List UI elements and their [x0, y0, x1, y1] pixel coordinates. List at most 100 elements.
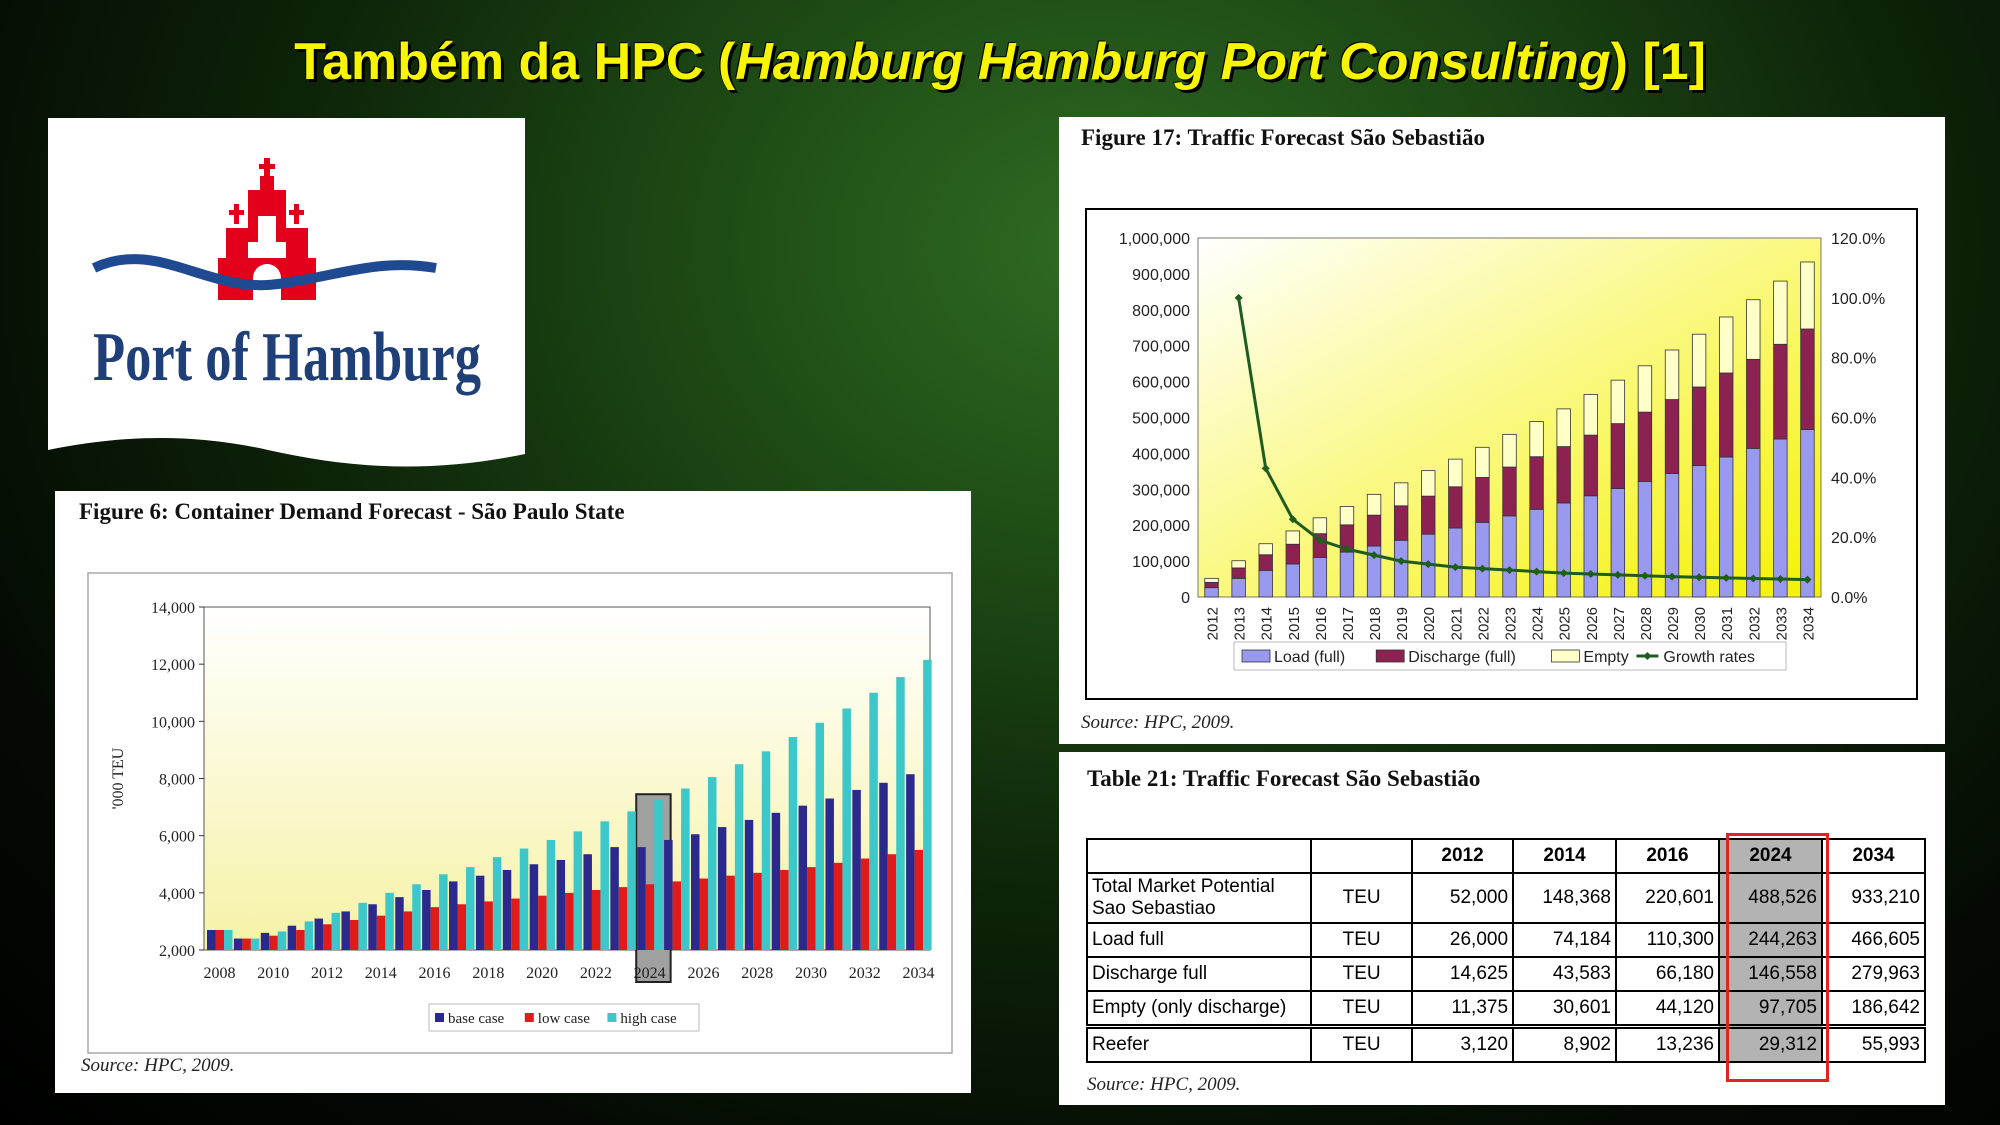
- legend-label: Load (full): [1274, 649, 1345, 666]
- y-tick-label: 700,000: [1132, 339, 1190, 356]
- bar-load-full-: [1583, 495, 1598, 598]
- bar-base-case: [691, 834, 700, 950]
- bar-high-case: [573, 831, 583, 950]
- bar-discharge-full-: [1773, 343, 1788, 440]
- legend-label: base case: [448, 1011, 505, 1027]
- bar-load-full-: [1502, 515, 1517, 598]
- bar-high-case: [385, 892, 394, 950]
- bar-base-case: [825, 798, 834, 950]
- bar-high-case: [681, 788, 690, 950]
- growth-rate-marker: [1803, 575, 1812, 584]
- unit-cell: TEU: [1310, 1025, 1414, 1063]
- bar-empty: [1339, 506, 1355, 526]
- bar-load-full-: [1285, 563, 1300, 598]
- logo-text: Port of Hamburg: [93, 319, 481, 396]
- y-tick-label: 10,000: [151, 714, 195, 731]
- bar-load-full-: [1556, 502, 1571, 598]
- bar-empty: [1475, 446, 1490, 478]
- bar-high-case: [277, 931, 287, 950]
- bar-low-case: [618, 887, 628, 950]
- figure17-chart: 0 100,000 200,000 300,000 400,000 500,000 600,…: [1085, 208, 1918, 700]
- x-tick-label: 2019: [1394, 607, 1411, 640]
- y2-tick-label: 120.0%: [1831, 231, 1885, 248]
- bar-base-case: [207, 929, 216, 950]
- bar-base-case: [744, 819, 754, 950]
- y-tick-label: 400,000: [1132, 446, 1190, 463]
- figure17-panel: Figure 17: Traffic Forecast São Sebastiã…: [1059, 117, 1945, 744]
- bar-load-full-: [1231, 577, 1246, 598]
- x-tick-label: 2029: [1665, 607, 1682, 640]
- bar-empty: [1258, 543, 1273, 556]
- x-tick-label: 2014: [1259, 607, 1276, 640]
- y2-tick-label: 0.0%: [1831, 590, 1867, 607]
- growth-rate-marker: [1315, 536, 1324, 545]
- figure6-caption: Figure 6: Container Demand Forecast - Sã…: [79, 499, 625, 524]
- bar-low-case: [457, 904, 466, 950]
- bar-base-case: [422, 889, 431, 950]
- bar-empty: [1637, 365, 1653, 413]
- value-cell: 44,120: [1615, 990, 1720, 1028]
- bar-base-case: [556, 859, 566, 950]
- bar-discharge-full-: [1502, 466, 1517, 517]
- legend-swatch: [1241, 649, 1271, 663]
- bar-low-case: [430, 907, 440, 950]
- bar-base-case: [637, 847, 646, 950]
- legend-swatch: [1375, 649, 1405, 663]
- x-tick-label: 2016: [419, 965, 451, 982]
- y-tick-label: 12,000: [151, 657, 195, 674]
- x-tick-label: 2017: [1340, 607, 1357, 640]
- bar-high-case: [869, 692, 878, 950]
- table-header-cell: [1310, 838, 1414, 874]
- value-cell: 26,000: [1411, 922, 1515, 958]
- legend-label: low case: [538, 1011, 590, 1027]
- growth-rate-marker: [1586, 569, 1595, 578]
- bar-high-case: [250, 938, 260, 950]
- bar-low-case: [807, 867, 816, 950]
- y2-tick-label: 100.0%: [1831, 291, 1885, 308]
- growth-rate-marker: [1397, 557, 1406, 566]
- bar-discharge-full-: [1664, 399, 1680, 474]
- growth-rate-marker: [1613, 570, 1622, 579]
- table-header-cell: [1085, 838, 1313, 874]
- x-tick-label: 2010: [257, 965, 289, 982]
- bar-empty: [1366, 493, 1382, 516]
- bar-discharge-full-: [1285, 543, 1300, 565]
- bar-low-case: [376, 915, 386, 950]
- bar-low-case: [753, 872, 762, 950]
- bar-base-case: [260, 932, 270, 950]
- bar-discharge-full-: [1556, 446, 1571, 504]
- bar-discharge-full-: [1691, 386, 1707, 467]
- row-label: Load full: [1085, 922, 1313, 958]
- y2-tick-label: 80.0%: [1831, 351, 1876, 368]
- logo-graphic: Port of Hamburg: [48, 118, 525, 467]
- bar-empty: [1231, 560, 1246, 569]
- bar-empty: [1502, 433, 1517, 468]
- growth-rate-marker: [1261, 464, 1270, 473]
- value-cell: 148,368: [1512, 872, 1617, 924]
- figure17-caption: Figure 17: Traffic Forecast São Sebastiã…: [1081, 125, 1485, 150]
- bar-low-case: [242, 938, 251, 950]
- growth-rate-marker: [1288, 515, 1297, 524]
- bar-high-case: [761, 751, 771, 950]
- bar-base-case: [395, 897, 404, 950]
- bar-discharge-full-: [1637, 411, 1653, 482]
- bar-low-case: [914, 849, 924, 950]
- bar-empty: [1448, 458, 1463, 488]
- value-cell: 52,000: [1411, 872, 1515, 924]
- y-tick-label: 8,000: [159, 772, 195, 789]
- title-italic: Hamburg Hamburg Port Consulting: [735, 33, 1611, 91]
- bar-discharge-full-: [1719, 372, 1734, 458]
- bar-base-case: [368, 904, 377, 950]
- growth-rate-marker: [1695, 573, 1704, 582]
- x-tick-label: 2033: [1773, 607, 1790, 640]
- x-tick-label: 2028: [741, 965, 773, 982]
- value-cell: 110,300: [1615, 922, 1720, 958]
- value-cell: 220,601: [1615, 872, 1720, 924]
- bar-low-case: [591, 889, 601, 950]
- value-cell: 55,993: [1820, 1025, 1927, 1063]
- bar-empty: [1393, 482, 1409, 507]
- value-cell: 30,601: [1512, 990, 1617, 1028]
- y2-tick-label: 60.0%: [1831, 411, 1876, 428]
- bar-base-case: [906, 774, 915, 950]
- bar-empty: [1691, 333, 1707, 388]
